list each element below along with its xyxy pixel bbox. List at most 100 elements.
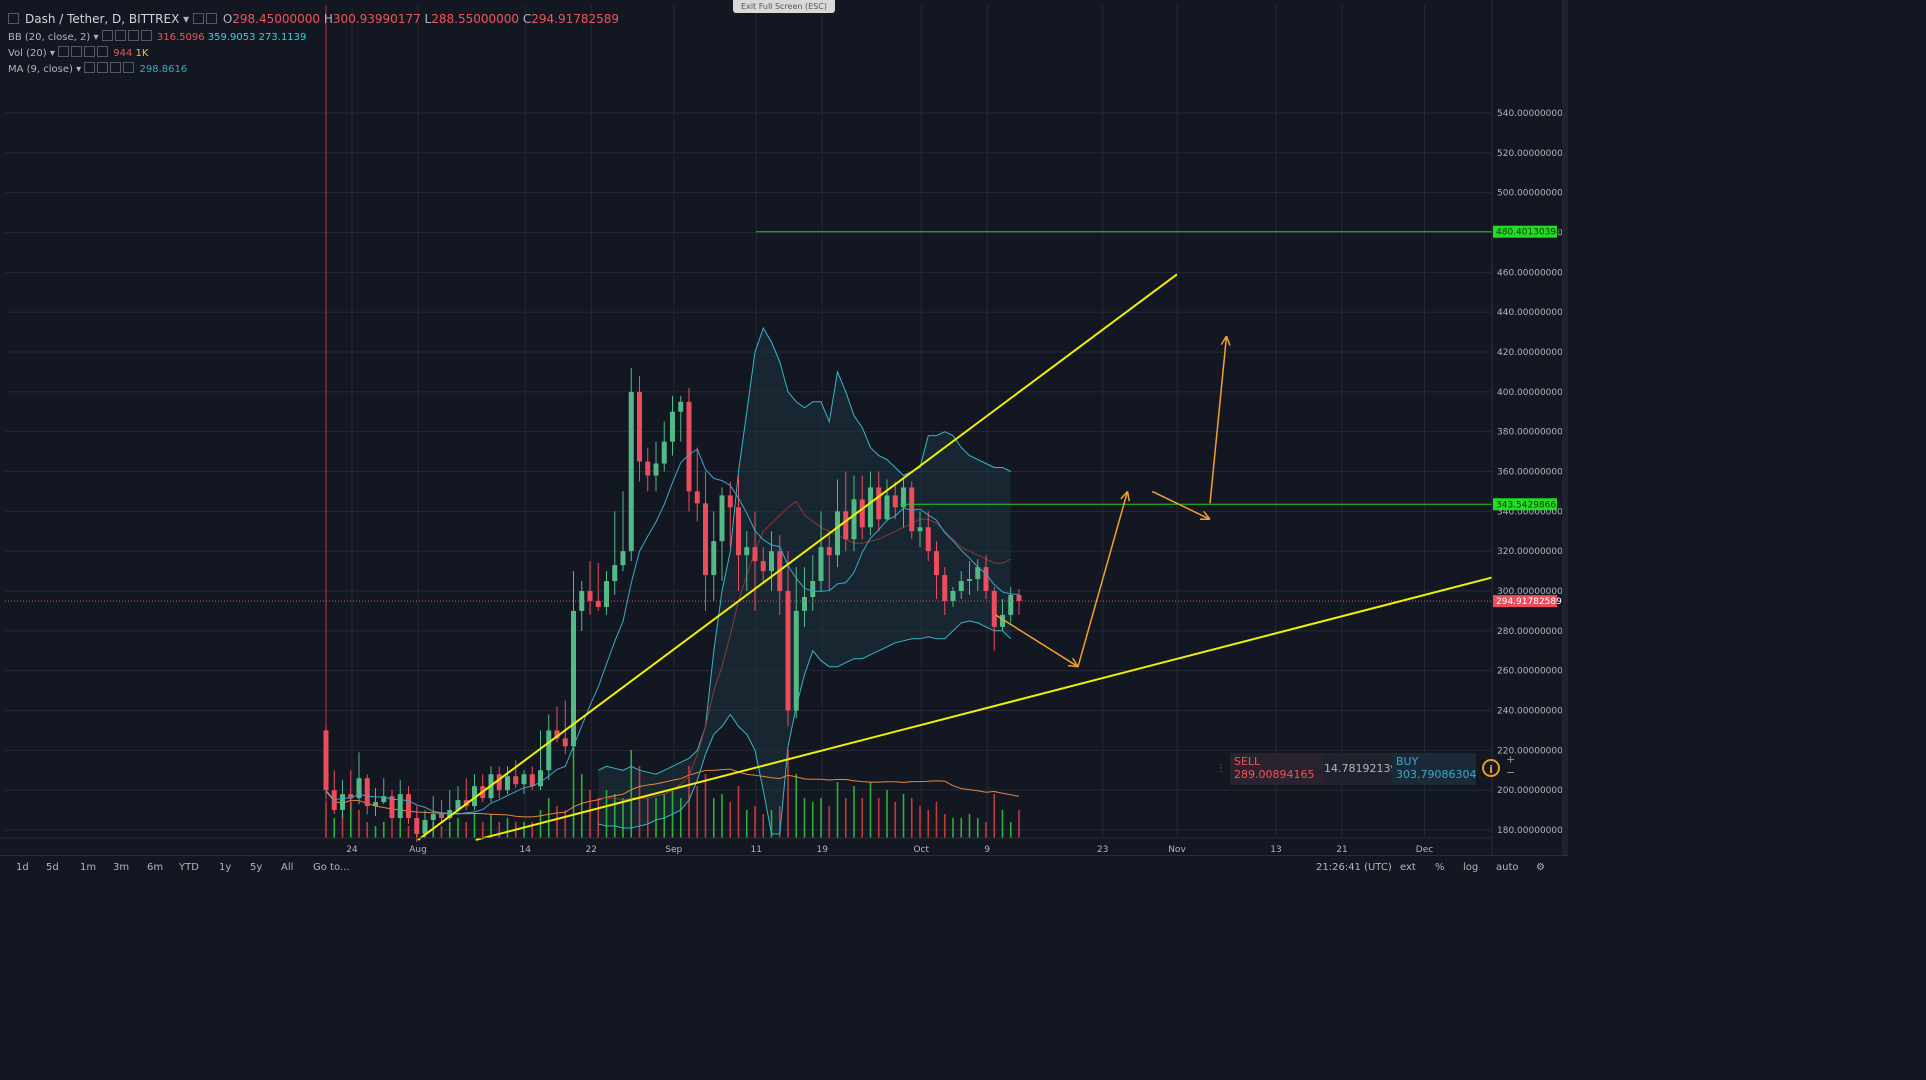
price-tick-label: 520.00000000 [1497,149,1563,159]
info-icon[interactable]: i [1482,759,1500,777]
ext-toggle[interactable]: ext [1400,862,1416,873]
candle-body [1016,594,1022,601]
candle-body [612,565,618,582]
candle-body [348,794,354,799]
symbol-header: Dash / Tether, D, BITTREX ▾ O298.4500000… [8,12,619,26]
eye-icon[interactable] [84,62,96,73]
arrow-head [1225,335,1231,346]
price-label-bg [1493,498,1557,511]
candle-body [373,802,378,807]
price-tick-label: 240.00000000 [1497,707,1563,717]
candle-body [323,730,329,791]
timeframe-1m[interactable]: 1m [80,862,97,873]
timeframe-1y[interactable]: 1y [219,862,232,873]
plus-icon[interactable]: + [1506,753,1516,766]
candle-body [414,818,420,834]
arrow-head [1126,491,1130,502]
buy-button[interactable]: BUY 303.79086304 [1392,753,1476,785]
timeframe-all[interactable]: All [281,862,294,873]
ohlc-close: C294.91782589 [522,12,620,26]
candle-body [884,495,890,520]
close-icon[interactable] [140,30,152,41]
quantity-stepper[interactable]: + − [1506,753,1520,785]
candle-body [381,796,387,803]
eye-icon[interactable] [58,46,70,57]
projection-arrow [995,614,1079,668]
time-tick-label: 9 [984,845,990,855]
candle-body [760,561,766,572]
log-toggle[interactable]: log [1463,862,1479,873]
candle-body [769,551,774,572]
plus-icon[interactable] [84,46,96,57]
candle-body [843,511,849,540]
auto-toggle[interactable]: auto [1496,862,1519,873]
projection-arrow [1151,490,1211,520]
candle-body [934,551,939,576]
timeframe-ytd[interactable]: YTD [179,862,199,873]
candle-body [513,776,519,785]
timeframe-6m[interactable]: 6m [147,862,164,873]
gear-icon[interactable]: ⚙ [1536,862,1545,873]
candle-body [901,487,906,508]
candle-body [430,814,436,821]
minus-icon[interactable]: − [1506,766,1516,779]
trend-line [475,564,1541,841]
percent-toggle[interactable]: % [1435,862,1445,873]
candle-body [868,487,873,528]
bb-label[interactable]: BB (20, close, 2) [8,32,91,43]
candle-body [661,441,667,464]
sell-label: SELL [1234,755,1261,768]
hide-icon[interactable] [205,13,217,24]
vol-label[interactable]: Vol (20) [8,48,47,59]
candle-body [1008,594,1014,615]
settings-icon[interactable] [97,62,109,73]
time-axis[interactable]: 24 Aug 14 22 Sep 11 19 Oct 9 23 Nov 13 21 Dec [0,837,1492,855]
price-label: 480.40130394 [1496,228,1562,238]
settings-icon[interactable] [192,13,204,24]
buy-price: 303.79086304 [1396,768,1477,781]
candle-body [620,551,626,566]
candle-body [892,495,898,508]
exit-fullscreen-button[interactable]: Exit Full Screen (ESC) [733,0,835,13]
candle-body [604,581,609,607]
chevron-down-icon[interactable]: ▾ [76,64,82,75]
candle-body [876,487,882,520]
close-icon[interactable] [123,62,135,73]
candle-body [562,738,568,747]
user-drawings[interactable] [5,231,1541,841]
timeframe-3m[interactable]: 3m [113,862,130,873]
candle-body [925,527,931,552]
ma-value: 298.8616 [139,64,188,75]
timeframe-5d[interactable]: 5d [46,862,59,873]
timeframe-1d[interactable]: 1d [16,862,29,873]
price-axis[interactable]: 180.00000000 200.00000000 220.00000000 240.… [1491,0,1568,855]
goto-button[interactable]: Go to... [313,862,350,873]
chevron-down-icon[interactable]: ▾ [93,32,99,43]
price-tick-label: 540.00000000 [1497,109,1563,119]
drag-handle-icon[interactable]: ⋮⋮ [1216,763,1236,774]
eye-icon[interactable] [101,30,113,41]
chevron-down-icon[interactable]: ▾ [49,48,55,59]
candle-body [744,547,750,556]
close-icon[interactable] [97,46,109,57]
candle-body [422,820,428,834]
candle-body [818,547,824,582]
timeframe-5y[interactable]: 5y [250,862,263,873]
plus-icon[interactable] [127,30,139,41]
price-chart[interactable]: 180.00000000 200.00000000 220.00000000 240.… [0,0,1568,879]
chevron-down-icon[interactable]: ▾ [183,12,190,26]
symbol-title[interactable]: Dash / Tether, D, BITTREX [25,12,180,26]
collapse-icon[interactable] [8,13,19,24]
sell-button[interactable]: SELL 289.00894165 [1230,753,1324,785]
candle-body [810,581,816,597]
candle-body [521,774,527,785]
ma-label[interactable]: MA (9, close) [8,64,73,75]
price-tick-label: 300.00000000 [1497,587,1563,597]
settings-icon[interactable] [71,46,83,57]
candle-body [686,401,692,492]
plus-icon[interactable] [110,62,122,73]
bb-lower-value: 273.1139 [258,32,307,43]
candle-body [389,796,395,819]
settings-icon[interactable] [114,30,126,41]
candle-body [942,575,948,601]
